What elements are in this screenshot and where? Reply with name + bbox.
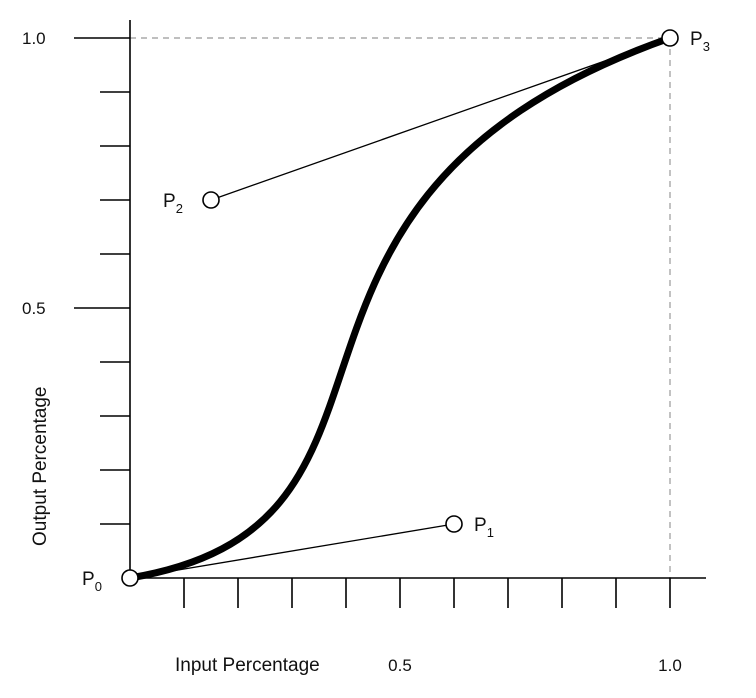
y-tick-label: 1.0: [22, 29, 46, 48]
handle-lines: [129, 37, 671, 579]
x-axis-title: Input Percentage: [175, 655, 320, 676]
reference-lines: [130, 37, 671, 578]
control-point-marker: [121, 569, 139, 587]
point-labels: P0 P1 P2 P3: [82, 29, 710, 594]
y-axis-title: Output Percentage: [30, 387, 51, 547]
control-point-label: P2: [163, 191, 183, 216]
control-point-label: P1: [474, 515, 494, 540]
handle-line: [129, 523, 455, 579]
handle-line: [210, 37, 671, 201]
control-point-marker: [661, 29, 679, 47]
control-points: [121, 29, 679, 587]
control-point-marker: [202, 191, 220, 209]
x-tick-label: 1.0: [658, 656, 682, 675]
axes: [129, 20, 706, 579]
y-tick-label: 0.5: [22, 299, 46, 318]
x-tick-label: 0.5: [388, 656, 412, 675]
control-point-label: P0: [82, 569, 102, 594]
bezier-curve: [126, 34, 674, 582]
curve-layer: [126, 34, 674, 582]
ticks: [74, 37, 671, 608]
control-point-marker: [445, 515, 463, 533]
control-point-label: P3: [690, 29, 710, 54]
tick-labels: 0.5 1.0 0.5 1.0: [22, 29, 682, 675]
